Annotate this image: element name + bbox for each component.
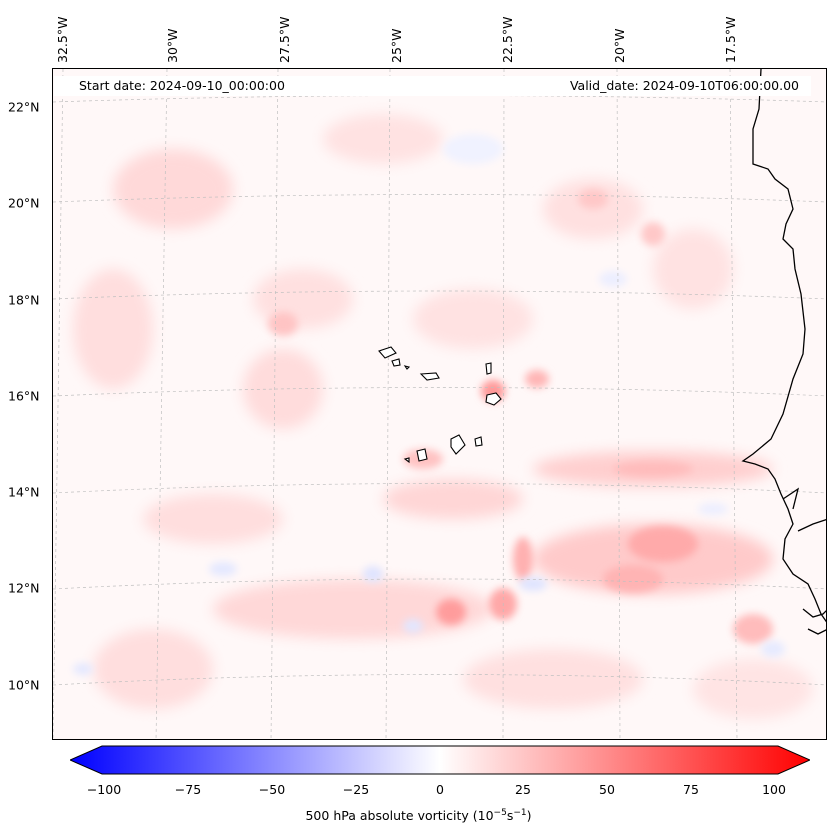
colorbar-tick-100: 100: [762, 782, 786, 797]
vorticity-field: [53, 69, 826, 739]
colorbar-tick-25: 25: [515, 782, 531, 797]
graticule: [53, 69, 826, 739]
lon-label-20w: 20°W: [612, 28, 627, 63]
date-info-bar: [54, 76, 811, 96]
colorbar-gradient: [68, 745, 812, 775]
colorbar-label-exp1: −5: [493, 808, 507, 818]
vorticity-broad-patches: [73, 114, 813, 719]
colorbar-tick-75: 75: [683, 782, 699, 797]
lat-label-14n: 14°N: [8, 484, 40, 500]
coastline: [741, 69, 826, 635]
lon-label-22-5w: 22.5°W: [500, 16, 515, 63]
map-panel: Start date: 2024-09-10_00:00:00 Valid_da…: [52, 68, 827, 740]
lat-label-18n: 18°N: [8, 292, 40, 308]
lat-label-20n: 20°N: [8, 195, 40, 211]
colorbar-label-text: 500 hPa absolute vorticity (10: [305, 808, 494, 824]
colorbar-label-exp2: −1: [513, 808, 527, 818]
colorbar-tick-0: 0: [436, 782, 444, 797]
start-date-text: Start date: 2024-09-10_00:00:00: [79, 78, 285, 93]
colorbar-label: 500 hPa absolute vorticity (10−5s−1): [0, 808, 837, 823]
colorbar-tick-neg25: −25: [342, 782, 370, 797]
lon-label-30w: 30°W: [165, 28, 180, 63]
valid-date-text: Valid_date: 2024-09-10T06:00:00.00: [569, 78, 799, 93]
lon-label-32-5w: 32.5°W: [55, 16, 70, 63]
colorbar-label-unit: s: [506, 808, 514, 824]
colorbar-label-close: ): [526, 808, 532, 824]
colorbar-tick-neg100: −100: [86, 782, 122, 797]
lon-label-25w: 25°W: [389, 28, 404, 63]
lat-label-10n: 10°N: [8, 677, 40, 693]
colorbar-tick-neg75: −75: [174, 782, 202, 797]
lon-label-27-5w: 27.5°W: [277, 16, 292, 63]
colorbar-tick-50: 50: [599, 782, 615, 797]
lat-label-16n: 16°N: [8, 388, 40, 404]
lat-label-12n: 12°N: [8, 580, 40, 596]
colorbar: [68, 745, 812, 775]
lon-label-17-5w: 17.5°W: [723, 16, 738, 63]
colorbar-tick-neg50: −50: [258, 782, 286, 797]
lat-label-22n: 22°N: [8, 99, 40, 115]
cape-verde-islands: [378, 346, 502, 464]
vorticity-negative-patches: [73, 134, 785, 675]
